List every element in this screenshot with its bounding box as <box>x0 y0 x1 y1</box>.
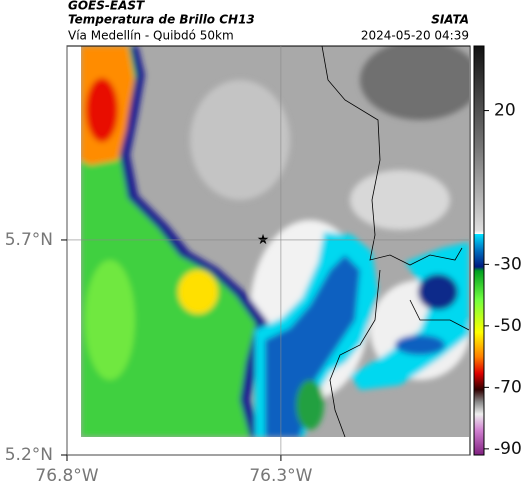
y-tick-label: 5.7°N <box>5 230 53 250</box>
colorbar-tick-label: -90 <box>494 439 522 459</box>
colorbar-tick-label: -30 <box>494 254 522 274</box>
x-tick-label: 76.3°W <box>249 466 312 486</box>
source: SIATA <box>431 13 469 27</box>
x-tick-label: 76.8°W <box>35 466 98 486</box>
satellite-image: ★ <box>81 46 469 437</box>
title: GOES-EAST <box>68 0 145 13</box>
location: Vía Medellín - Quibdó 50km <box>68 29 234 43</box>
colorbar-tick-label: -70 <box>494 377 522 397</box>
colorbar-tick-label: -50 <box>494 316 522 336</box>
colorbar-tick-label: 20 <box>494 101 516 121</box>
y-tick-label: 5.2°N <box>5 445 53 465</box>
timestamp: 2024-05-20 04:39 <box>361 29 469 43</box>
subtitle: Temperatura de Brillo CH13 <box>68 13 255 27</box>
colorbar <box>473 45 485 456</box>
